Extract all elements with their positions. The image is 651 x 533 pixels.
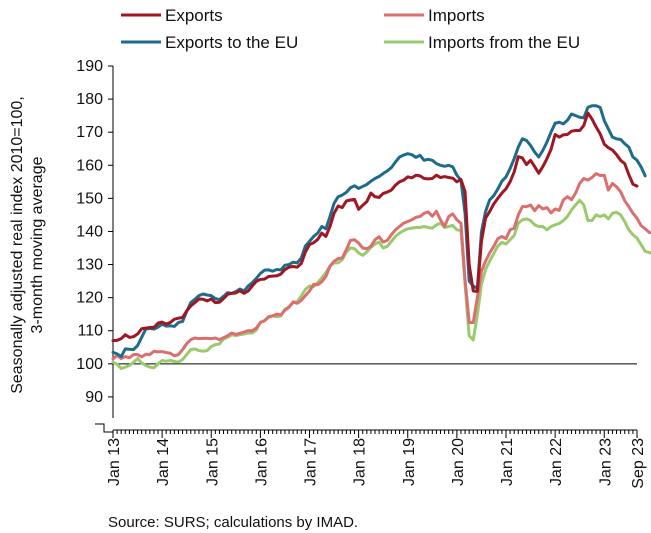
x-tick-label: Jan 22	[548, 438, 565, 486]
x-axis: Jan 13 Jan 14 Jan 15 Jan 16 Jan 17 Jan 18 Jan …	[106, 429, 647, 489]
series-line-imports-from-eu	[111, 198, 651, 370]
legend: Exports Imports Exports to the EU Import…	[121, 6, 580, 52]
y-tick-label: 190	[76, 58, 103, 75]
y-axis-break-marker	[95, 423, 113, 433]
y-tick-label: 130	[76, 257, 103, 274]
legend-label-imports-from-eu: Imports from the EU	[428, 33, 580, 52]
y-axis-label-line-2: 3-month moving average	[29, 156, 46, 333]
legend-item-imports: Imports	[384, 6, 485, 25]
source-note: Source: SURS; calculations by IMAD.	[108, 514, 358, 531]
x-tick-label: Jan 13	[106, 438, 123, 486]
y-tick-label: 100	[76, 356, 103, 373]
x-tick-label: Jan 14	[155, 438, 172, 486]
y-tick-label: 170	[76, 124, 103, 141]
y-tick-label: 90	[85, 389, 103, 406]
series-lines	[111, 104, 651, 370]
y-axis-label-line-1: Seasonally adjusted real index 2010=100,	[9, 96, 26, 394]
y-axis: 90 100 110 120 130 140 150 160 170 180 190	[76, 58, 114, 433]
y-tick-label: 120	[76, 290, 103, 307]
y-tick-label: 150	[76, 190, 103, 207]
x-tick-label: Jan 19	[401, 438, 418, 486]
y-tick-label: 180	[76, 91, 103, 108]
x-tick-label: Jan 15	[204, 438, 221, 486]
legend-item-imports-from-eu: Imports from the EU	[384, 33, 580, 52]
series-line-imports	[111, 172, 651, 361]
series-line-exports	[111, 111, 639, 343]
legend-item-exports-to-eu: Exports to the EU	[121, 33, 298, 52]
x-tick-label: Jan 16	[253, 438, 270, 486]
series-line-exports-to-eu	[111, 104, 647, 359]
y-tick-label: 110	[77, 323, 103, 340]
legend-label-imports: Imports	[428, 6, 485, 25]
x-tick-label: Jan 20	[450, 438, 467, 486]
y-tick-label: 140	[76, 223, 103, 240]
legend-label-exports-to-eu: Exports to the EU	[165, 33, 298, 52]
x-tick-label: Sep 23	[630, 438, 647, 489]
x-tick-label: Jan 21	[499, 438, 516, 486]
x-tick-label: Jan 18	[352, 438, 369, 486]
y-axis-label: Seasonally adjusted real index 2010=100,…	[9, 96, 46, 394]
y-tick-label: 160	[76, 157, 103, 174]
legend-item-exports: Exports	[121, 6, 223, 25]
x-tick-label: Jan 17	[303, 438, 320, 486]
legend-label-exports: Exports	[165, 6, 223, 25]
x-tick-label: Jan 23	[597, 438, 614, 486]
